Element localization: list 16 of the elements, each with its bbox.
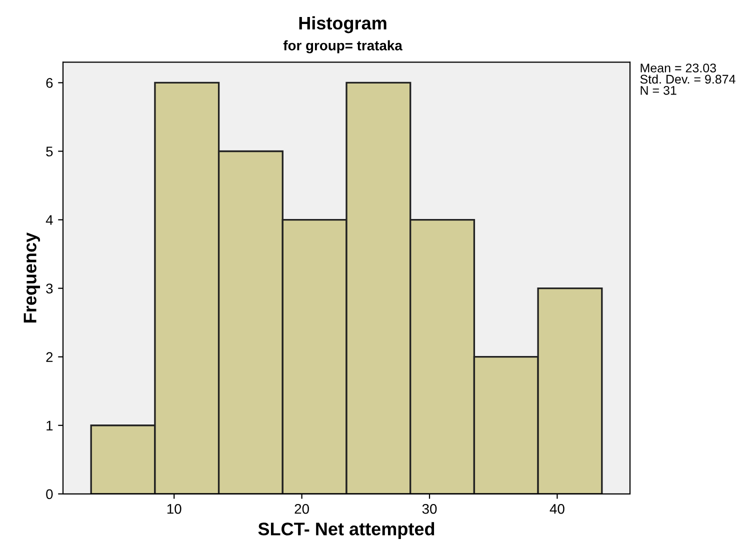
x-tick-label: 40 xyxy=(550,504,564,514)
y-tick-label: 0 xyxy=(46,489,53,500)
y-tick-label: 2 xyxy=(46,352,53,362)
y-tick-label: 5 xyxy=(46,146,53,156)
y-tick-label: 1 xyxy=(46,420,53,430)
text: Mean = 23.03 Std. Dev. = 9.874 N = 31 xyxy=(640,64,736,95)
x-tick-label: 20 xyxy=(294,504,309,514)
y-tick-label: 3 xyxy=(46,284,53,294)
y-axis-title: Frequency xyxy=(24,232,40,322)
chart-title: Histogram xyxy=(299,16,386,34)
y-tick-label: 4 xyxy=(46,215,53,225)
chart-subtitle: for group= trataka xyxy=(283,40,402,54)
x-axis-title: SLCT- Net attempted xyxy=(258,522,434,539)
x-tick-label: 30 xyxy=(422,504,437,514)
y-tick-label: 6 xyxy=(46,78,53,88)
x-tick-label: 10 xyxy=(167,504,182,514)
